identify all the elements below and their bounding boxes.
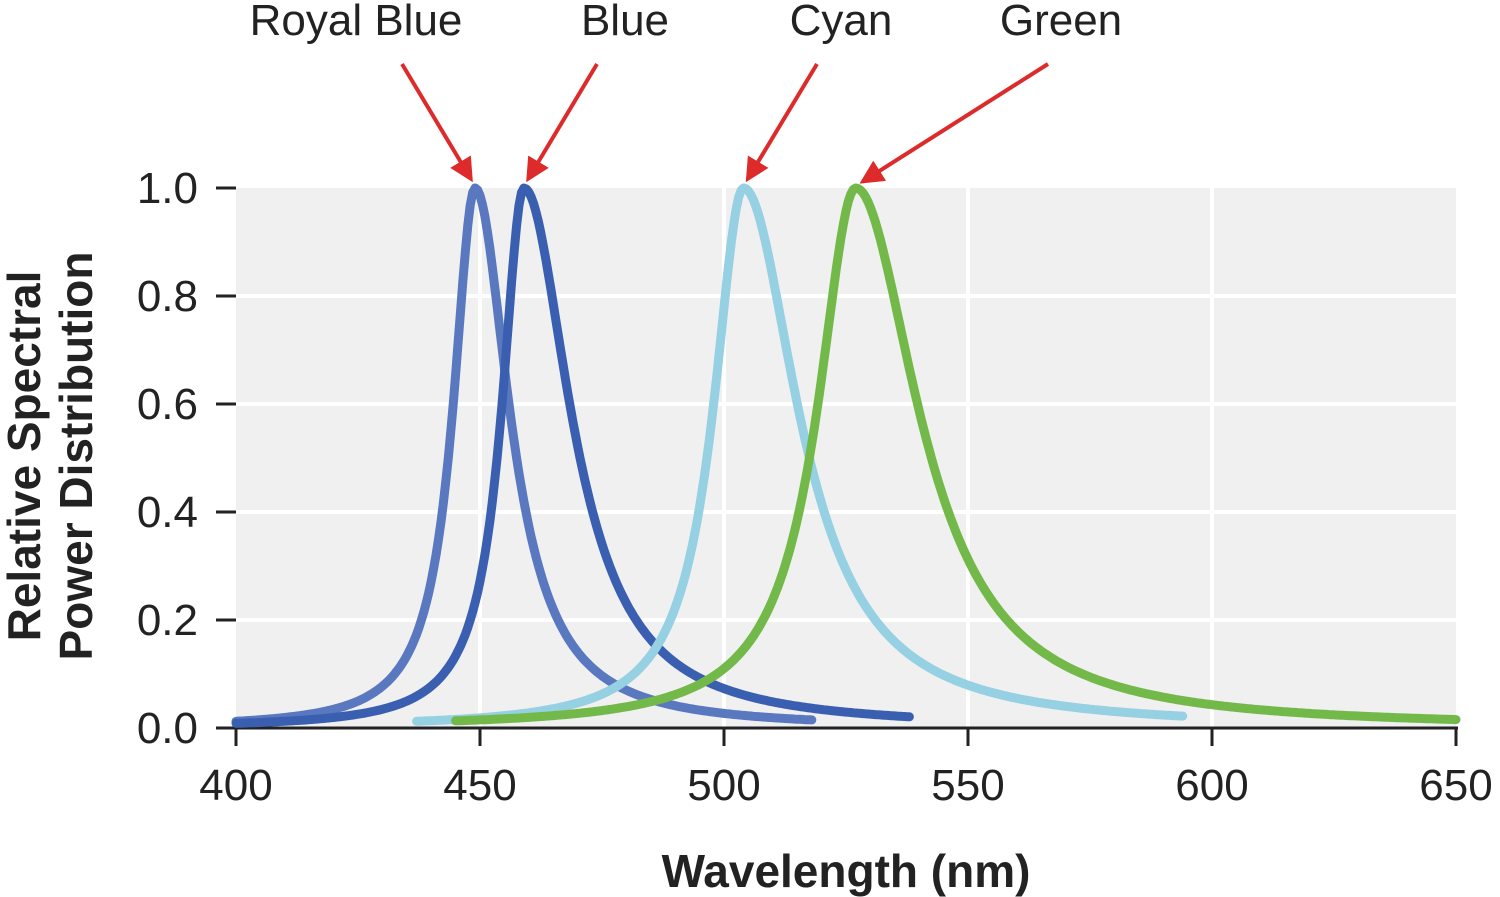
callout-arrow-royal-blue <box>400 62 473 183</box>
callout-arrow-blue <box>526 62 599 183</box>
series-line-blue <box>231 183 914 728</box>
y-tick-label: 1.0 <box>137 164 198 213</box>
series <box>231 183 1461 728</box>
y-tick-label: 0.8 <box>137 272 198 321</box>
x-tick-label: 500 <box>687 761 760 810</box>
x-tick-label: 550 <box>931 761 1004 810</box>
y-tick-label: 0.6 <box>137 380 198 429</box>
callouts: Royal Blue Blue Cyan Green <box>250 0 1122 184</box>
series-line-royal-blue <box>231 183 817 726</box>
callout-label-cyan: Cyan <box>790 0 893 45</box>
callout-label-royal-blue: Royal Blue <box>250 0 463 45</box>
callout-arrow-green <box>859 62 1050 184</box>
x-tick-label: 600 <box>1175 761 1248 810</box>
series-line-green <box>451 183 1461 726</box>
callout-arrow-cyan <box>745 62 819 183</box>
y-tick-label: 0.2 <box>137 596 198 645</box>
callout-label-green: Green <box>1000 0 1122 45</box>
y-tick-label: 0.4 <box>137 488 198 537</box>
x-tick-label: 450 <box>443 761 516 810</box>
y-axis-label-line-2: Power Distribution <box>50 252 102 661</box>
callout-label-blue: Blue <box>581 0 669 45</box>
plot-background <box>236 188 1456 728</box>
axes: 400 450 500 550 600 650 0.0 0.2 0.4 0.6 0.8 1.0 <box>137 164 1493 810</box>
x-axis-label: Wavelength (nm) <box>662 845 1031 897</box>
series-line-cyan <box>412 183 1188 726</box>
y-tick-label: 0.0 <box>137 704 198 753</box>
x-tick-label: 650 <box>1419 761 1492 810</box>
y-axis-label-line-1: Relative Spectral <box>0 271 50 642</box>
x-tick-label: 400 <box>199 761 272 810</box>
